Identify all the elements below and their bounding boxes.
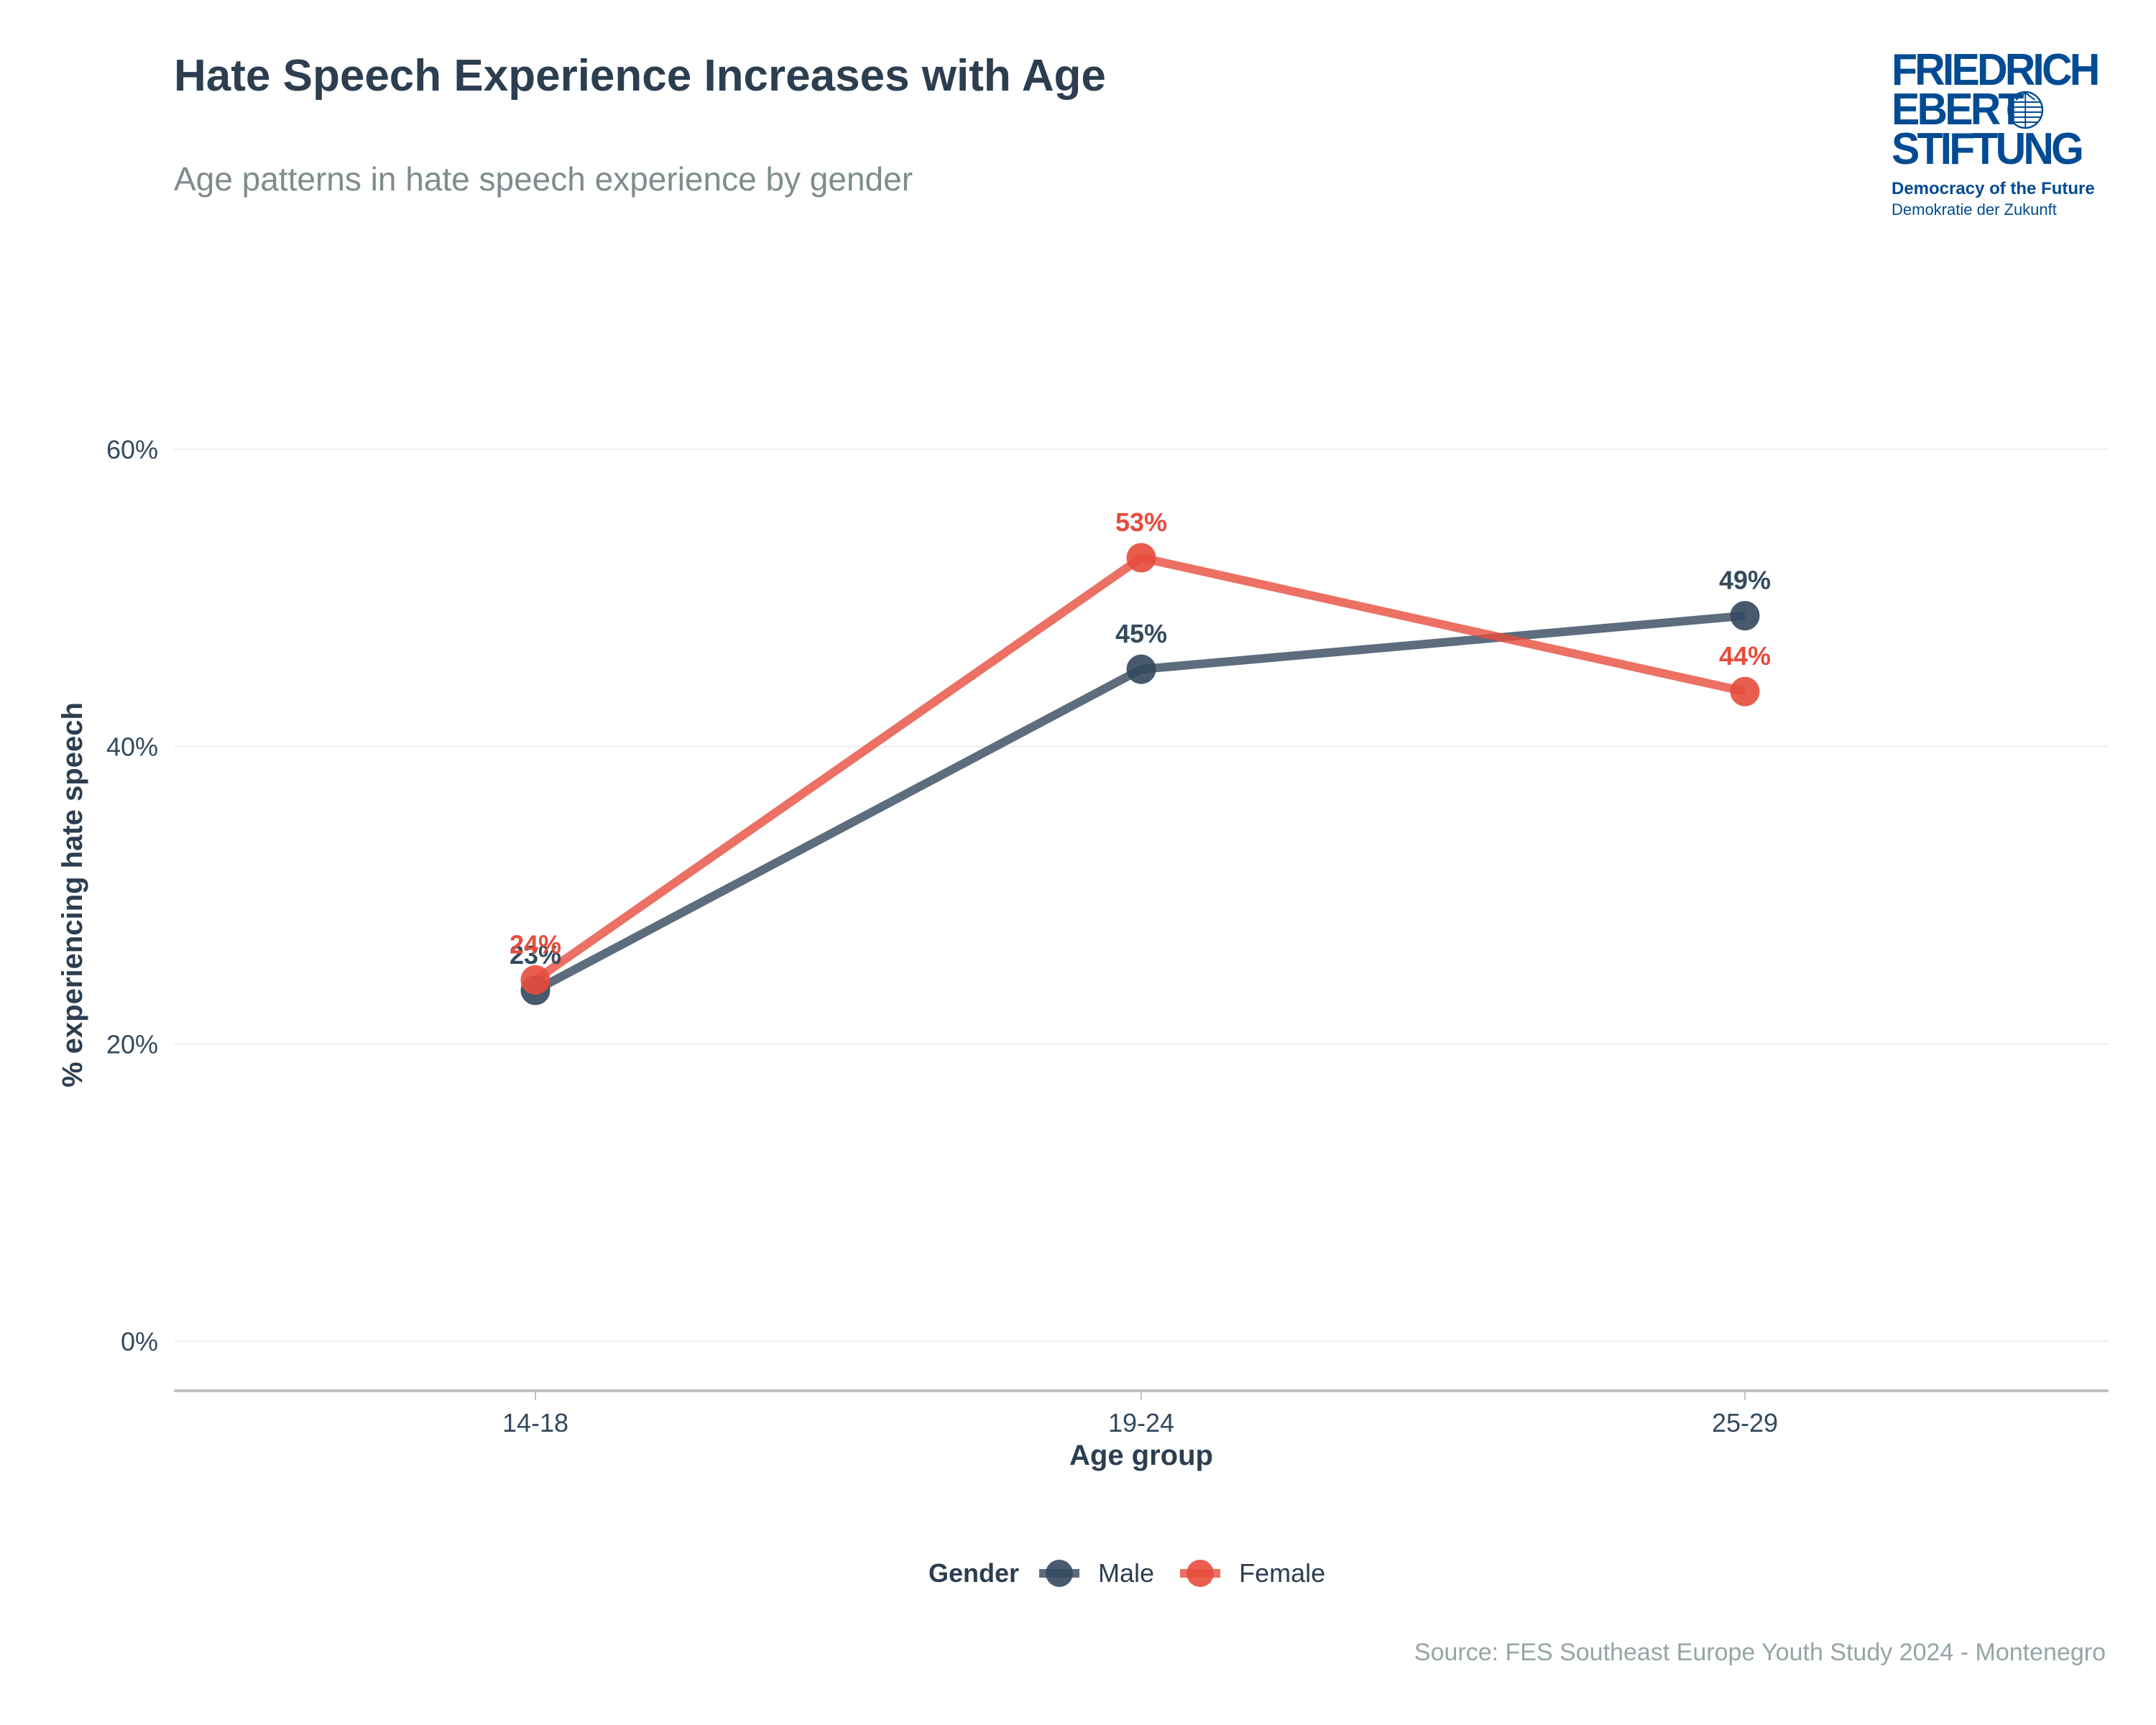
logo-line-2-wrap: EBERT <box>1892 88 2124 132</box>
y-axis-ticks: 0% 20% 40% 60% <box>106 435 158 1356</box>
data-point-female[interactable] <box>520 965 550 995</box>
data-point-male[interactable] <box>1730 601 1760 631</box>
data-point-female[interactable] <box>1730 676 1760 707</box>
fes-logo: FRIEDRICH EBERT STIFTUNG Democracy of th… <box>1892 45 2136 230</box>
source-caption: Source: FES Southeast Europe Youth Study… <box>1414 1639 2106 1666</box>
legend-key-female <box>1180 1560 1221 1587</box>
y-tick-label: 20% <box>106 1029 158 1059</box>
x-axis-label: Age group <box>1069 1440 1213 1471</box>
series-group: 23% 45% 49% 24% 53% 44% <box>510 507 1771 1006</box>
legend-item-female[interactable]: Female <box>1179 1556 1325 1591</box>
globe-icon <box>2007 91 2044 129</box>
x-tick-label: 19-24 <box>1108 1408 1174 1438</box>
legend: Gender Male Female <box>929 1556 1325 1591</box>
logo-line-1: FRIEDRICH <box>1892 45 2100 95</box>
y-tick-label: 40% <box>106 732 158 762</box>
legend-key-male <box>1039 1560 1080 1587</box>
data-label-female: 24% <box>510 929 561 959</box>
y-tick-label: 0% <box>121 1327 158 1356</box>
legend-label-male: Male <box>1098 1558 1155 1588</box>
y-tick-label: 60% <box>106 435 158 464</box>
data-point-male[interactable] <box>1126 654 1156 684</box>
data-label-male: 45% <box>1115 619 1167 648</box>
chart-subtitle: Age patterns in hate speech experience b… <box>174 160 913 198</box>
x-tick-label: 25-29 <box>1712 1408 1778 1438</box>
legend-label-female: Female <box>1239 1558 1326 1588</box>
y-axis-label: % experiencing hate speech <box>57 702 88 1087</box>
data-point-female[interactable] <box>1126 543 1156 573</box>
legend-title: Gender <box>929 1558 1020 1588</box>
data-label-male: 23% <box>510 940 561 970</box>
x-tick-label: 14-18 <box>502 1408 568 1438</box>
x-axis-ticks: 14-18 19-24 25-29 <box>502 1392 1778 1438</box>
logo-line-3: STIFTUNG <box>1892 124 2084 174</box>
data-label-female: 53% <box>1115 507 1167 537</box>
logo-tagline-de: Demokratie der Zukunft <box>1892 201 2057 218</box>
logo-tagline: Democracy of the Future <box>1892 179 2095 198</box>
chart-title: Hate Speech Experience Increases with Ag… <box>174 51 1106 101</box>
data-label-female: 44% <box>1719 641 1771 671</box>
logo-line-2: EBERT <box>1892 85 2024 134</box>
gridlines <box>174 448 2109 1342</box>
data-label-male: 49% <box>1719 566 1771 595</box>
legend-item-male[interactable]: Male <box>1038 1556 1154 1591</box>
